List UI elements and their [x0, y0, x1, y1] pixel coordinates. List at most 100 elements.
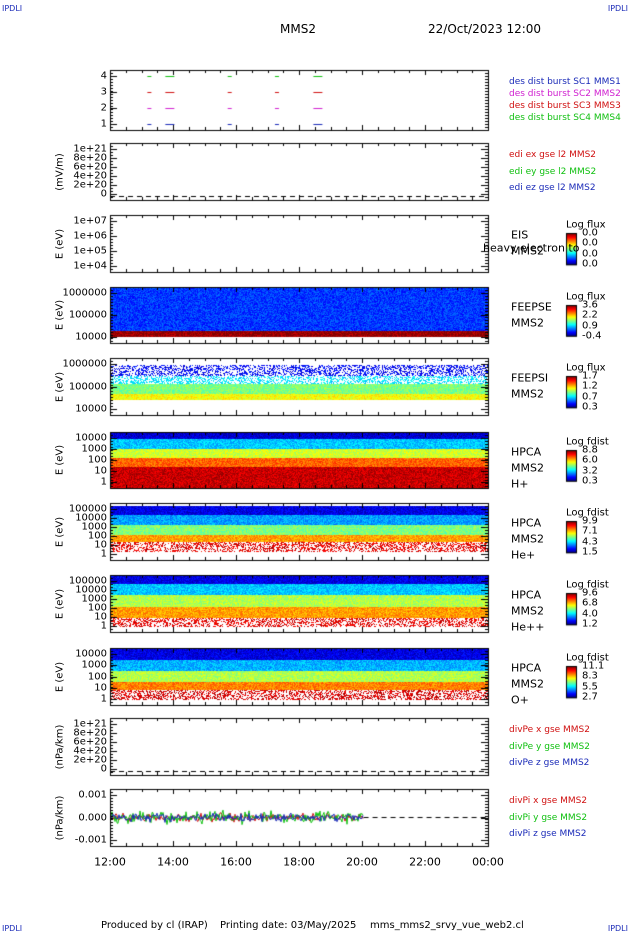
panel-instrument-label: HPCA: [511, 661, 542, 675]
y-tick-label: 0.000: [78, 812, 107, 823]
legend-entry: divPi x gse MMS2: [509, 796, 588, 806]
colorbar-title: Log flux: [566, 291, 606, 303]
y-tick-label: 1000: [81, 443, 107, 455]
x-tick-label: 20:00: [346, 855, 378, 869]
panel-instrument-label: EIS: [511, 228, 529, 242]
y-tick-label: 2e+20: [73, 179, 107, 191]
y-tick-label: 10: [94, 682, 107, 694]
y-tick-label: 100000: [68, 381, 107, 392]
y-tick-label: 100: [87, 530, 107, 542]
colorbar-tick: 2.2: [582, 309, 598, 321]
colorbar-tick: 0.9: [582, 320, 598, 332]
y-tick-label: 10000: [75, 512, 107, 524]
colorbar-title: Log fdist: [566, 652, 609, 664]
panel-instrument-label: HPCA: [511, 588, 542, 602]
x-tick-label: 14:00: [157, 855, 189, 869]
y-tick-label: 1000000: [62, 358, 107, 370]
corner-label-bottom-left: IPDLI: [2, 924, 23, 933]
colorbar-tick: 9.6: [582, 587, 598, 599]
y-tick-label: 6e+20: [73, 161, 107, 173]
panel-instrument-label: HPCA: [511, 445, 542, 459]
corner-label-top-right: IPDLI: [607, 4, 628, 13]
y-tick-label: 10000: [75, 432, 107, 444]
panel-instrument-label: He++: [511, 620, 545, 634]
y-tick-label: 2e+20: [73, 754, 107, 766]
y-axis-label: E (eV): [54, 588, 66, 619]
panel-instrument-label: MMS2: [511, 677, 544, 691]
footer-produced: Produced by cl (IRAP): [101, 920, 208, 931]
y-tick-label: 1e+05: [73, 245, 107, 257]
corner-label-bottom-right: IPDLI: [607, 924, 628, 933]
datetime-title: 22/Oct/2023 12:00: [428, 22, 542, 36]
colorbar-tick: 0.3: [582, 401, 598, 413]
colorbar-title: Log fdist: [566, 579, 609, 591]
x-tick-label: 18:00: [283, 855, 315, 869]
panel-instrument-label: MMS2: [511, 532, 544, 546]
colorbar-title: Log fdist: [566, 507, 609, 519]
y-axis-label: E (eV): [54, 661, 66, 692]
colorbar-tick: 4.0: [582, 608, 598, 620]
y-tick-label: 0: [100, 763, 107, 775]
y-tick-label: 8e+20: [73, 727, 107, 739]
y-tick-label: 2: [100, 102, 107, 114]
colorbar-title: Log flux: [566, 219, 606, 231]
y-axis-label: E (eV): [54, 516, 66, 547]
colorbar-tick: 3.6: [582, 299, 598, 311]
y-axis-label: E (eV): [54, 228, 66, 259]
y-tick-label: 100000: [68, 575, 107, 587]
colorbar-tick: 0.7: [582, 391, 598, 403]
y-tick-label: 10: [94, 611, 107, 623]
legend-entry: divPe z gse MMS2: [509, 758, 590, 768]
y-tick-label: 1e+06: [73, 230, 107, 242]
colorbar-title: Log flux: [566, 362, 606, 374]
legend-entry: des dist burst SC4 MMS4: [509, 113, 621, 123]
colorbar-tick: 1.7: [582, 370, 598, 382]
y-tick-label: 3: [100, 86, 107, 98]
y-tick-label: 1: [100, 620, 107, 632]
colorbar-tick: 0.3: [582, 475, 598, 487]
colorbar-tick: 0.0: [582, 248, 598, 260]
colorbar-tick: 4.3: [582, 536, 598, 548]
panel-instrument-label: MMS2: [511, 316, 544, 330]
y-tick-label: 1000: [81, 659, 107, 671]
corner-label-top-left: IPDLI: [2, 4, 23, 13]
y-axis-label: E (eV): [54, 299, 66, 331]
y-tick-label: 100000: [68, 503, 107, 515]
y-tick-label: 0: [100, 188, 107, 200]
legend-entry: des dist burst SC1 MMS1: [509, 77, 621, 87]
y-tick-label: 1: [100, 548, 107, 560]
legend-entry: edi ey gse l2 MMS2: [509, 166, 597, 177]
y-tick-label: 0.001: [78, 789, 107, 801]
y-tick-label: -0.001: [74, 834, 107, 846]
y-tick-label: 1: [100, 693, 107, 705]
colorbar-tick: 0.0: [582, 237, 598, 249]
colorbar-tick: 11.1: [582, 660, 605, 672]
panel-instrument-label: MMS2: [511, 604, 544, 618]
panel-instrument-label: MMS2: [511, 244, 544, 258]
y-tick-label: 10000: [75, 403, 107, 415]
y-axis-label: (nPa/km): [54, 795, 66, 840]
colorbar-tick: 1.2: [582, 618, 598, 630]
y-tick-label: 10: [94, 465, 107, 477]
y-axis-label: (nPa/km): [54, 724, 66, 769]
legend-entry: des dist burst SC2 MMS2: [509, 89, 621, 99]
colorbar-tick: 0.0: [582, 258, 598, 270]
y-tick-label: 1e+04: [73, 260, 107, 272]
colorbar-tick: 8.8: [582, 444, 598, 456]
y-tick-label: 4e+20: [73, 745, 107, 757]
footer-script-name: mms_mms2_srvy_vue_web2.cl: [370, 920, 524, 931]
y-tick-label: 8e+20: [73, 152, 107, 164]
y-tick-label: 1000000: [62, 287, 107, 299]
colorbar-tick: 6.8: [582, 597, 598, 609]
colorbar-tick: 1.5: [582, 546, 598, 558]
panel-instrument-label: HPCA: [511, 516, 542, 530]
x-tick-label: 12:00: [94, 855, 126, 869]
y-tick-label: 1000: [81, 521, 107, 533]
panel-instrument-label: MMS2: [511, 387, 544, 401]
y-tick-label: 100: [87, 602, 107, 614]
y-tick-label: 10000: [75, 331, 107, 343]
y-tick-label: 100: [87, 454, 107, 466]
y-tick-label: 1000: [81, 593, 107, 605]
colorbar-tick: 2.7: [582, 691, 598, 703]
panel-instrument-label: O+: [511, 693, 529, 707]
